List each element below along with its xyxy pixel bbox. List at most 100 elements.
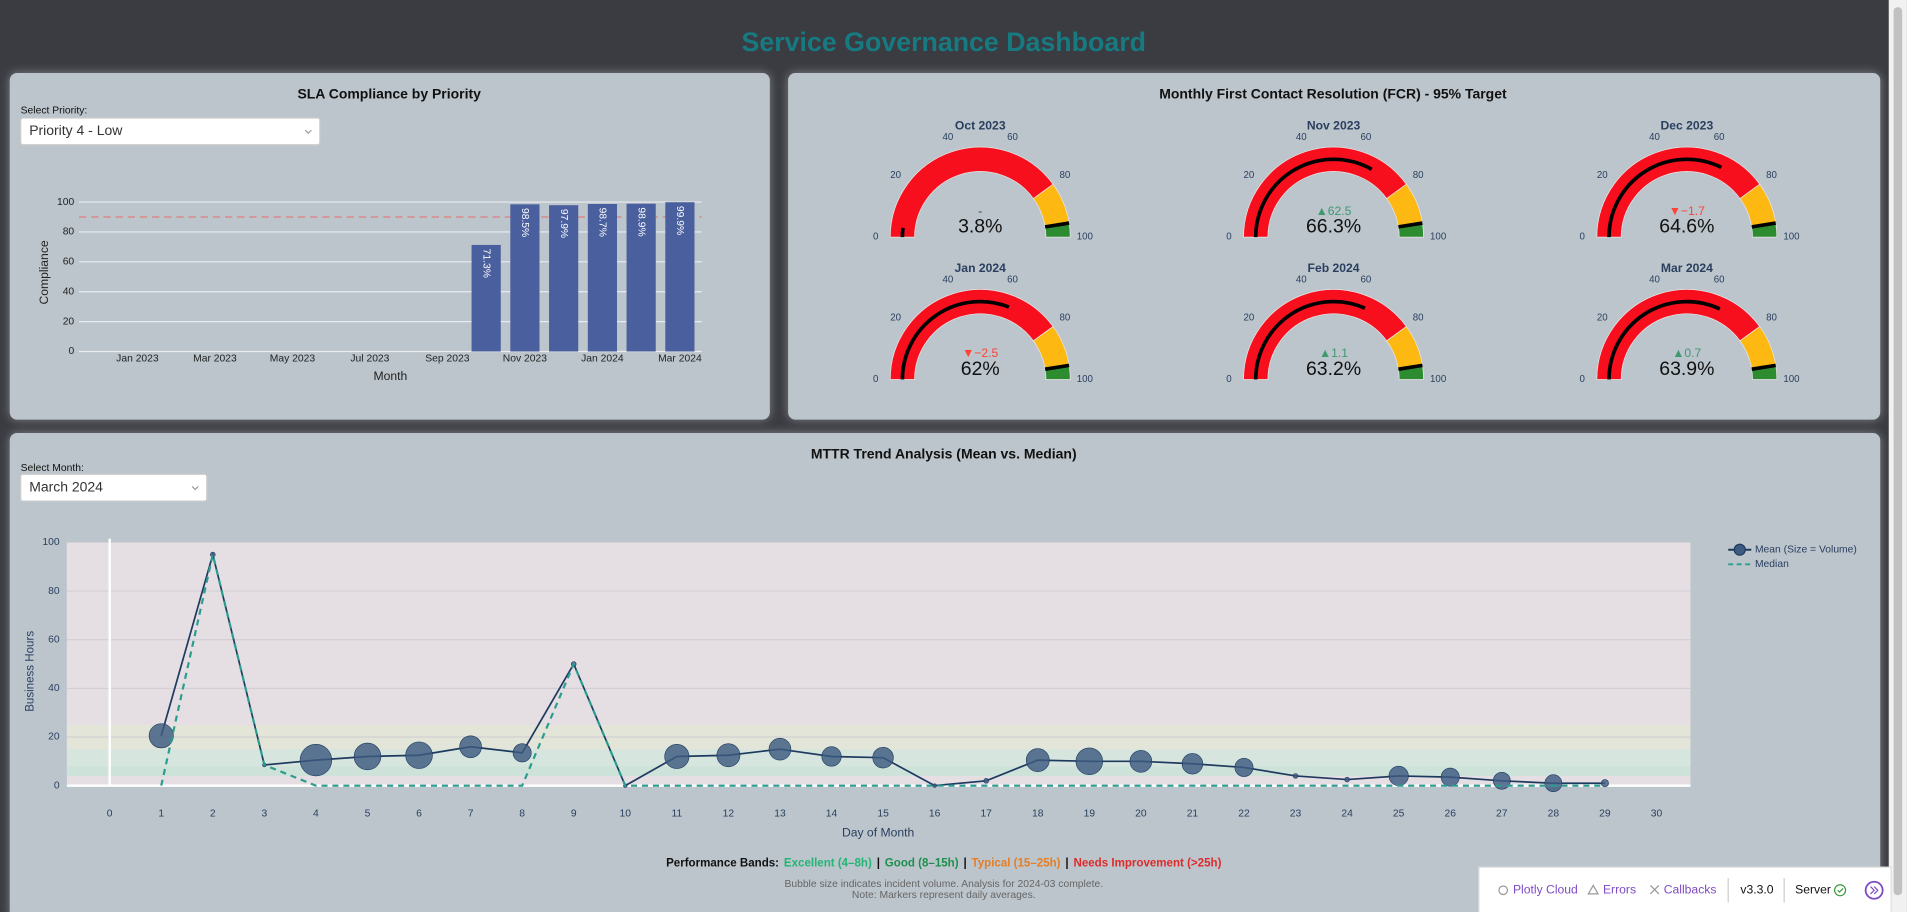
bar — [665, 202, 695, 352]
data-label: 98.5% — [519, 208, 530, 237]
chart-title: MTTR Trend Analysis (Mean vs. Median) — [811, 446, 1077, 462]
bubble — [1292, 773, 1299, 779]
gauge-tick-label: 60 — [1007, 132, 1018, 143]
x-tick-label: 5 — [365, 808, 371, 819]
band-name: Excellent (4–8h) — [784, 858, 872, 870]
x-tick-label: Jan 2023 — [116, 354, 159, 365]
x-tick-label: Jan 2024 — [581, 354, 624, 365]
devtools-item[interactable]: Plotly Cloud — [1513, 882, 1578, 896]
gauge-tick-label: 20 — [1597, 170, 1608, 181]
gauge-title: Nov 2023 — [1307, 119, 1361, 133]
dropdown-box[interactable] — [20, 473, 208, 502]
x-tick-label: 30 — [1651, 808, 1663, 819]
band-legend: Performance Bands: Excellent (4–8h) | Good … — [666, 858, 1221, 870]
x-tick-label: 15 — [877, 808, 889, 819]
y-tick-label: 100 — [57, 197, 74, 208]
x-tick-label: 16 — [929, 808, 941, 819]
x-tick-label: 27 — [1496, 808, 1508, 819]
y-tick-label: 0 — [68, 346, 74, 357]
bubble — [872, 747, 894, 769]
icon — [1834, 884, 1847, 897]
dropdown-value[interactable]: Priority 4 - Low — [29, 122, 123, 138]
x-tick-label: 10 — [620, 808, 632, 819]
icon — [1587, 884, 1600, 895]
y-axis-title: Compliance — [37, 240, 51, 304]
gauge-bar — [900, 227, 905, 238]
gauge-tick-label: 0 — [1580, 374, 1586, 385]
gauge-tick-label: 100 — [1430, 232, 1447, 243]
legend-marker — [1733, 543, 1746, 556]
bubble — [459, 735, 482, 758]
bar — [626, 203, 656, 352]
gauge-tick-label: 40 — [1296, 132, 1307, 143]
dropdown-value[interactable]: March 2024 — [29, 478, 103, 494]
dropdown-arrow[interactable] — [304, 129, 312, 135]
bar — [549, 205, 579, 352]
x-tick-label: 3 — [261, 808, 267, 819]
gauge-delta: ▲62.5 — [1316, 204, 1352, 218]
gauge-tick-label: 0 — [873, 232, 879, 243]
x-tick-label: 19 — [1084, 808, 1096, 819]
devtools: Plotly Cloud Errors Callbacks v3.3.0 Ser… — [1478, 866, 1892, 912]
gauge-tick-label: 60 — [1007, 275, 1018, 286]
dropdown-arrow[interactable] — [191, 486, 199, 491]
gauge-delta: ▲1.1 — [1319, 346, 1348, 360]
band-name: Needs Improvement (>25h) — [1074, 858, 1222, 870]
y-tick-label: 80 — [63, 227, 75, 238]
gauge-delta: ▲0.7 — [1672, 346, 1701, 360]
bubble — [768, 737, 792, 761]
x-tick-label: 25 — [1393, 808, 1405, 819]
dropdown-label: Select Priority: — [21, 105, 88, 116]
legend-label: Mean (Size = Volume) — [1755, 544, 1857, 555]
gauge-tick-label: 60 — [1360, 132, 1371, 143]
devtools-item[interactable]: Errors — [1603, 882, 1636, 896]
dropdown[interactable]: Priority 4 - Low — [20, 117, 321, 146]
gauge-tick-label: 80 — [1766, 313, 1777, 324]
gauge-delta: ▼−2.5 — [962, 346, 998, 360]
y-tick-label: 20 — [48, 732, 60, 743]
gauge-title: Jan 2024 — [955, 261, 1007, 275]
x-tick-label: 9 — [571, 808, 577, 819]
gauge-delta: - — [978, 204, 982, 218]
bubble — [716, 743, 741, 768]
dropdown-box[interactable] — [20, 117, 321, 146]
y-tick-label: 0 — [54, 780, 60, 791]
panel — [9, 72, 770, 420]
devtools-item[interactable]: Callbacks — [1664, 882, 1717, 896]
x-tick-label: 20 — [1135, 808, 1147, 819]
bubble — [1025, 748, 1050, 772]
toggle-button[interactable] — [1864, 880, 1884, 900]
gauge-tick-label: 80 — [1059, 313, 1070, 324]
gauge-bar — [1607, 157, 1723, 238]
data-label: 99.9% — [674, 206, 685, 235]
gauge-bar — [1607, 299, 1721, 380]
y-tick-label: 60 — [63, 257, 75, 268]
legend-label: Median — [1755, 559, 1789, 570]
scrollbar-thumb[interactable] — [1893, 7, 1903, 896]
gauge-value: 3.8% — [958, 216, 1002, 238]
x-tick-label: 11 — [671, 808, 682, 819]
gauge-tick-label: 100 — [1077, 374, 1094, 385]
band-name: Good (8–15h) — [885, 858, 959, 870]
gauge-tick-label: 100 — [1783, 232, 1800, 243]
panel — [788, 72, 1881, 420]
bubble — [1544, 774, 1563, 793]
x-tick-label: 0 — [107, 808, 113, 819]
dropdown[interactable]: March 2024 — [20, 473, 208, 502]
x-tick-label: 2 — [210, 808, 216, 819]
gauge-tick-label: 0 — [873, 374, 879, 385]
gauge-threshold — [1044, 221, 1070, 229]
bar — [471, 244, 501, 352]
gauge-tick-label: 80 — [1766, 170, 1777, 181]
gauge-tick-label: 20 — [890, 313, 901, 324]
x-tick-label: 7 — [468, 808, 474, 819]
y-tick-label: 100 — [42, 537, 59, 548]
x-axis-title: Month — [373, 369, 407, 383]
gauge-tick-label: 40 — [943, 132, 954, 143]
x-tick-label: Sep 2023 — [425, 354, 469, 365]
gauge-tick-label: 0 — [1226, 232, 1232, 243]
gauge-title: Feb 2024 — [1308, 261, 1360, 275]
server-status[interactable]: Server — [1795, 882, 1831, 896]
icon — [1837, 887, 1844, 893]
